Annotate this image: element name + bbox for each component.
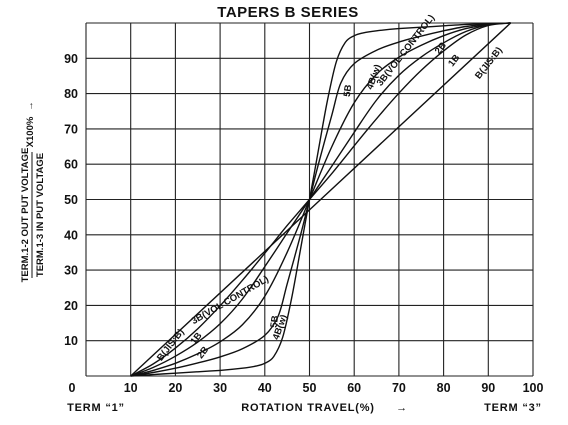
y-tick-label: 60 [64, 158, 78, 172]
series-line-1b [130, 22, 511, 377]
x-tick-label: 40 [258, 381, 272, 395]
curve-label: B(JIS:B) [155, 327, 187, 363]
x-tick-label: 80 [437, 381, 451, 395]
curve-label: 3B(VOL CONTROL) [375, 13, 438, 89]
y-axis-label: TERM.1-2 OUT PUT VOLTAGE TERM.1-3 IN PUT… [20, 101, 46, 282]
series-line-b-jis-b [130, 22, 512, 377]
y-tick-label: 10 [64, 334, 78, 348]
curve-label: 5B [342, 84, 355, 98]
chart-title: TAPERS B SERIES [217, 4, 358, 21]
y-axis-label-denominator: TERM.1-3 IN PUT VOLTAGE [35, 153, 46, 277]
y-tick-label: 90 [64, 52, 78, 66]
y-axis-label-numerator: TERM.1-2 OUT PUT VOLTAGE [20, 148, 31, 283]
grid [85, 22, 534, 377]
series-line-4b-w [130, 22, 511, 377]
y-tick-label: 70 [64, 122, 78, 136]
term-left-label: TERM “1” [67, 402, 125, 414]
x-tick-label: 60 [347, 381, 361, 395]
taper-curves [130, 22, 512, 377]
x-tick-label: 30 [213, 381, 227, 395]
y-tick-label: 20 [64, 299, 78, 313]
series-line-2b [130, 22, 511, 377]
x-tick-label: 0 [69, 381, 76, 395]
curve-label: 2B [195, 344, 211, 360]
term-right-label: TERM “3” [484, 402, 542, 414]
series-line-5b [130, 22, 511, 377]
y-tick-label: 40 [64, 228, 78, 242]
x-tick-label: 100 [523, 381, 544, 395]
y-axis-ticks: 10 20 30 40 50 60 70 80 90 [64, 52, 78, 348]
curve-label: 2B [433, 40, 449, 56]
x-tick-label: 70 [392, 381, 406, 395]
x-tick-label: 50 [303, 381, 317, 395]
curve-label: 5B [269, 315, 282, 329]
curve-label: B(JIS:B) [473, 45, 505, 81]
x-tick-label: 90 [481, 381, 495, 395]
curve-label: 1B [446, 52, 462, 68]
x-axis-ticks: 0 10 20 30 40 50 60 70 80 90 100 [69, 381, 544, 395]
series-line-3b-vol-control [130, 22, 511, 377]
x-tick-label: 20 [168, 381, 182, 395]
y-axis-label-multiplier: X100% [25, 116, 36, 147]
y-tick-label: 50 [64, 193, 78, 207]
x-axis-label: ROTATION TRAVEL(%) [241, 402, 375, 414]
y-tick-label: 30 [64, 264, 78, 278]
y-axis-label-arrow: → [25, 101, 36, 111]
y-tick-label: 80 [64, 87, 78, 101]
curve-label: 3B(VOL CONTROL) [190, 274, 271, 327]
x-axis-label-arrow: → [396, 402, 408, 414]
x-tick-label: 10 [124, 381, 138, 395]
